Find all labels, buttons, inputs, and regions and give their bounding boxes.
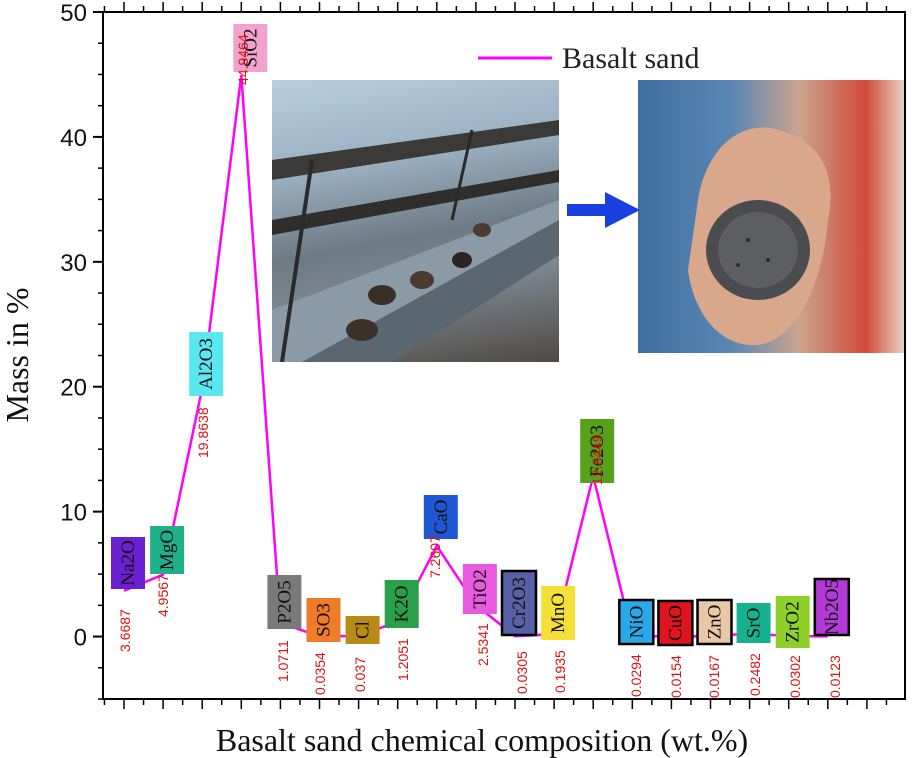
legend-label: Basalt sand [562, 42, 699, 75]
category-label: SrO [744, 608, 765, 639]
value-label: 4.9567 [155, 574, 171, 617]
category-box [775, 596, 810, 648]
category-label: MnO [548, 593, 569, 633]
category-box [736, 603, 771, 643]
category-box [306, 598, 341, 642]
y-tick-label: 20 [60, 375, 87, 402]
category-box [462, 564, 497, 614]
value-label: 1.2051 [395, 638, 411, 681]
category-box [696, 598, 733, 646]
hand-photo [638, 80, 906, 353]
category-box [384, 580, 419, 628]
category-box [618, 598, 655, 646]
value-label: 0.0167 [706, 655, 722, 698]
value-label: 0.0354 [312, 652, 328, 695]
value-label: 7.2607 [427, 535, 443, 578]
y-axis-label: Mass in % [0, 287, 35, 422]
category-label: K2O [392, 586, 413, 623]
value-label: 0.0154 [668, 655, 684, 698]
value-label: 3.6687 [117, 609, 133, 652]
value-label: 1.0711 [275, 640, 291, 682]
value-label: 12.8449 [589, 434, 605, 485]
category-label: Nb2O5 [822, 579, 843, 635]
y-tick-label: 40 [60, 125, 87, 152]
category-box [657, 599, 694, 647]
category-label: P2O5 [274, 580, 295, 623]
category-label: MgO [157, 530, 178, 570]
category-label: CaO [431, 500, 452, 535]
value-label: 44.9464 [235, 34, 251, 85]
value-label: 0.1935 [552, 650, 568, 693]
category-box [500, 569, 538, 637]
value-label: 0.0302 [787, 655, 803, 698]
value-label: 0.037 [352, 657, 368, 692]
category-label: ZrO2 [783, 601, 804, 642]
conveyor-photo-drawing [272, 120, 559, 362]
series-line [123, 74, 828, 638]
arrow-icon [567, 192, 640, 228]
value-label: 0.0294 [628, 654, 644, 697]
marks: Na2O 3.6687 MgO 4.9567 Al2O3 19.8638 SiO244.94… [111, 24, 851, 698]
category-label: ZnO [705, 605, 726, 640]
y-tick-label: 10 [60, 500, 87, 527]
x-axis-label: Basalt sand chemical composition (wt.%) [216, 722, 748, 758]
category-label: SO3 [314, 603, 335, 637]
legend: Basalt sand [478, 42, 699, 75]
category-label: TiO2 [470, 569, 491, 608]
category-box [813, 577, 851, 637]
category-label: Cr2O3 [509, 577, 530, 629]
category-box [233, 24, 268, 72]
category-label: Na2O [118, 540, 139, 585]
category-label: Cl [353, 621, 374, 639]
category-label: NiO [626, 606, 647, 639]
y-tick-label: 50 [60, 0, 87, 27]
category-box [189, 332, 224, 396]
category-box [345, 616, 380, 644]
value-label: 0.0123 [827, 655, 843, 698]
value-label: 19.8638 [195, 407, 211, 458]
category-box [150, 526, 185, 574]
category-label: CuO [665, 605, 686, 641]
category-label: Fe2O3 [587, 425, 608, 477]
category-box [423, 495, 458, 539]
conveyor-photo [272, 80, 559, 362]
value-label: 0.2482 [747, 653, 763, 696]
value-label: 0.0305 [514, 651, 530, 694]
y-tick-label: 0 [74, 625, 87, 652]
hand-photo-drawing [688, 127, 831, 346]
category-box [267, 575, 302, 629]
category-label: SiO2 [240, 28, 261, 67]
category-label: Al2O3 [196, 338, 217, 390]
category-box [580, 419, 615, 483]
y-tick-label: 30 [60, 250, 87, 277]
category-box [541, 586, 576, 640]
category-box [111, 537, 145, 589]
value-label: 2.5341 [475, 623, 491, 666]
